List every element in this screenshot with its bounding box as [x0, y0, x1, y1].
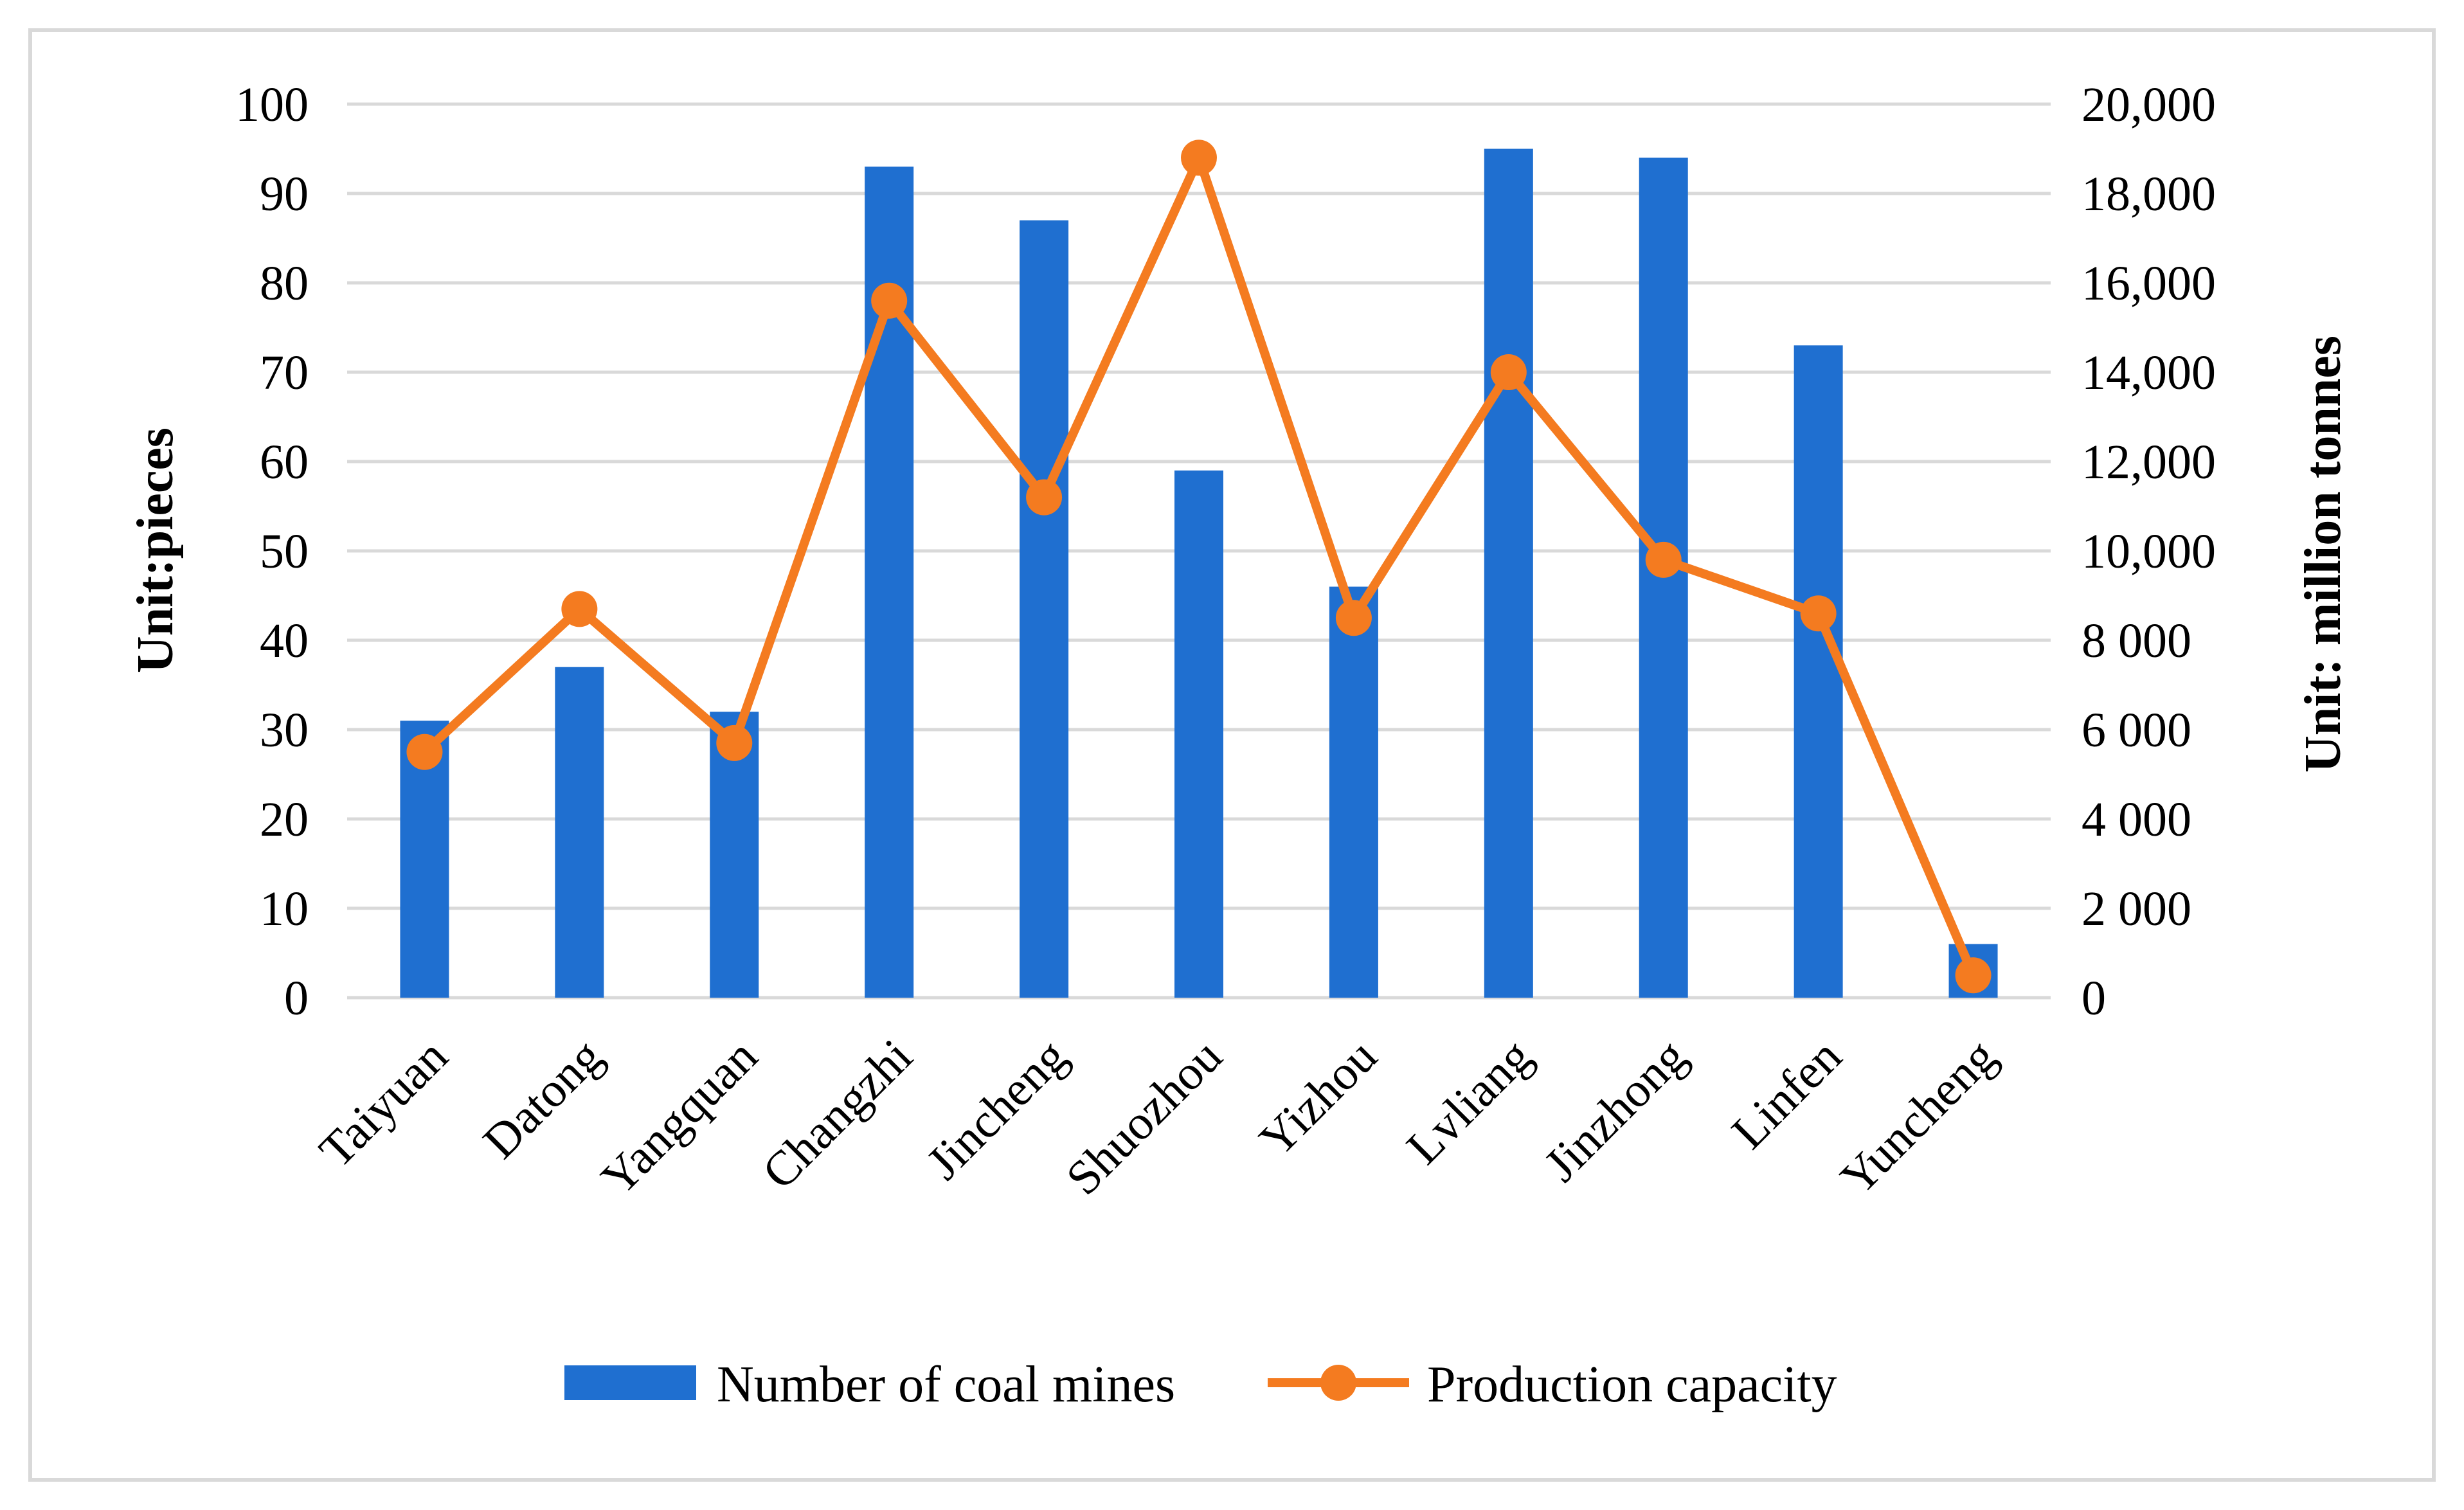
- legend-label-bars: Number of coal mines: [717, 1356, 1175, 1413]
- bar-jincheng: [1020, 220, 1069, 998]
- category-label: Datong: [473, 1029, 613, 1169]
- bar-linfen: [1794, 345, 1843, 998]
- category-label: Changzhi: [752, 1029, 922, 1200]
- right-tick-label: 20,000: [2082, 78, 2216, 132]
- category-label: Yangquan: [591, 1029, 768, 1206]
- category-label: Jinzhong: [1534, 1029, 1696, 1192]
- left-tick-label: 70: [260, 346, 309, 400]
- right-tick-label: 6 000: [2082, 703, 2191, 757]
- legend: Number of coal mines Production capacity: [564, 1356, 1837, 1413]
- right-tick-label: 12,000: [2082, 435, 2216, 489]
- point-yuncheng: [1955, 957, 1992, 994]
- legend-label-line: Production capacity: [1427, 1356, 1837, 1413]
- left-tick-label: 0: [284, 971, 309, 1025]
- left-tick-label: 30: [260, 703, 309, 757]
- left-axis-title: Unit:pieces: [127, 427, 184, 673]
- left-tick-label: 90: [260, 167, 309, 221]
- point-jinzhong: [1645, 541, 1682, 578]
- category-label: Taiyuan: [309, 1029, 458, 1178]
- line-series: [406, 139, 1992, 994]
- point-linfen: [1800, 595, 1837, 632]
- left-tick-label: 20: [260, 793, 309, 847]
- legend-swatch-marker: [1320, 1365, 1356, 1401]
- right-tick-label: 2 000: [2082, 882, 2191, 936]
- point-lvliang: [1490, 354, 1527, 390]
- bar-datong: [555, 667, 604, 998]
- right-axis-title: Unit: million tonnes: [2295, 336, 2352, 773]
- category-label: Yuncheng: [1830, 1029, 2006, 1205]
- right-tick-label: 0: [2082, 971, 2106, 1025]
- bar-shuozhou: [1174, 470, 1223, 998]
- bar-lvliang: [1484, 148, 1533, 998]
- right-tick-label: 8 000: [2082, 614, 2191, 668]
- point-yizhou: [1335, 600, 1372, 636]
- point-shuozhou: [1181, 139, 1217, 176]
- left-tick-label: 60: [260, 435, 309, 489]
- gridlines: [347, 102, 2051, 1000]
- category-label: Jincheng: [917, 1029, 1077, 1190]
- left-tick-label: 10: [260, 882, 309, 936]
- left-tick-label: 50: [260, 525, 309, 579]
- category-label: Lvliang: [1396, 1029, 1542, 1175]
- point-taiyuan: [406, 733, 443, 770]
- right-tick-label: 16,000: [2082, 256, 2216, 310]
- bar-series: [400, 148, 1998, 998]
- category-label: Yizhou: [1249, 1029, 1387, 1167]
- right-tick-label: 10,000: [2082, 525, 2216, 579]
- category-label: Shuozhou: [1056, 1029, 1232, 1205]
- point-changzhi: [871, 282, 908, 319]
- right-axis-ticks: 0 2 000 4 000 6 000 8 000 10,000 12,000 14,000 1…: [2082, 78, 2216, 1025]
- right-tick-label: 14,000: [2082, 346, 2216, 400]
- point-datong: [561, 591, 598, 627]
- left-tick-label: 100: [235, 78, 309, 132]
- left-axis-ticks: 0 10 20 30 40 50 60 70 80 90 100: [235, 78, 309, 1025]
- left-tick-label: 80: [260, 256, 309, 310]
- point-yangquan: [716, 724, 753, 761]
- right-tick-label: 4 000: [2082, 793, 2191, 847]
- legend-swatch-bars: [564, 1365, 696, 1400]
- bar-yizhou: [1329, 586, 1378, 998]
- left-tick-label: 40: [260, 614, 309, 668]
- point-jincheng: [1026, 479, 1063, 516]
- category-label: Linfen: [1722, 1029, 1852, 1160]
- category-labels: Taiyuan DatongYangquanChangzhiJinchengShu…: [309, 1029, 2007, 1206]
- right-tick-label: 18,000: [2082, 167, 2216, 221]
